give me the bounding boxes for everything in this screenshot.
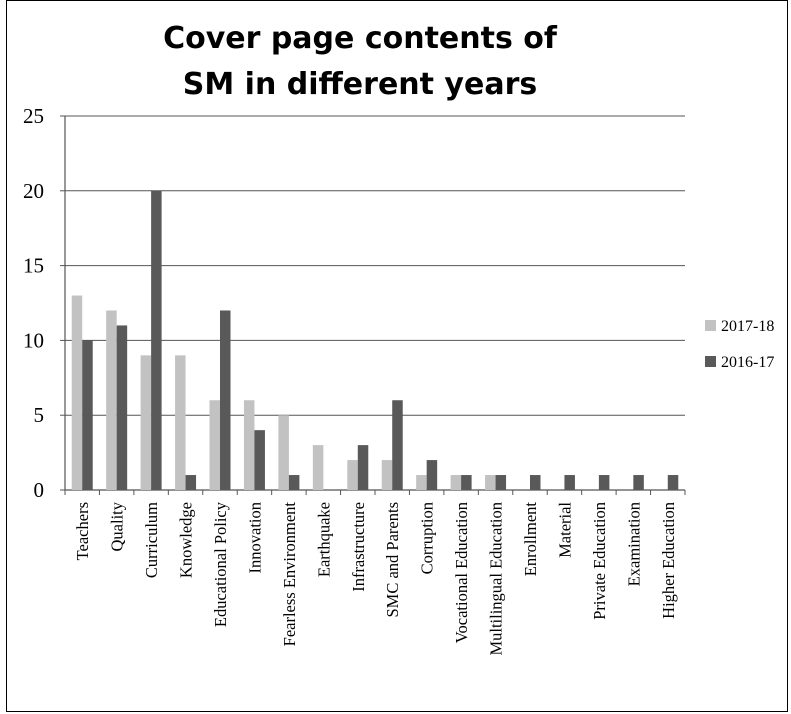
chart-title-line-1: Cover page contents of <box>163 21 557 56</box>
bar-2016-17 <box>288 475 300 490</box>
y-tick-label: 10 <box>23 328 44 352</box>
bar-2016-17 <box>116 325 128 490</box>
bar-2016-17 <box>357 445 369 490</box>
x-category-label: Innovation <box>245 502 264 574</box>
y-tick-label: 20 <box>23 179 44 203</box>
bar-2016-17 <box>495 475 507 490</box>
x-category-label: Higher Education <box>659 502 678 619</box>
legend-label: 2017-18 <box>721 318 774 335</box>
bar-2017-18 <box>243 400 255 490</box>
bar-2017-18 <box>347 460 358 490</box>
x-category-label: Material <box>555 502 574 558</box>
bar-2016-17 <box>633 475 644 490</box>
bar-2017-18 <box>450 475 462 490</box>
x-category-label: Earthquake <box>314 502 333 577</box>
x-category-label: Teachers <box>73 502 92 560</box>
bar-2017-18 <box>175 355 186 490</box>
bar-2016-17 <box>254 430 265 490</box>
bar-2017-18 <box>312 445 324 490</box>
bar-2016-17 <box>392 400 403 490</box>
bar-2017-18 <box>416 475 427 490</box>
x-category-label: Corruption <box>418 502 437 574</box>
x-category-label: Vocational Education <box>452 502 471 643</box>
bar-2017-18 <box>381 460 393 490</box>
y-tick-label: 5 <box>34 403 45 427</box>
x-category-label: Curriculum <box>142 502 161 578</box>
y-tick-label: 0 <box>34 478 45 502</box>
bar-2016-17 <box>151 190 162 491</box>
y-tick-label: 25 <box>23 104 44 128</box>
chart-title-line-2: SM in different years <box>182 67 538 102</box>
y-tick-label: 15 <box>23 254 44 278</box>
chart-frame <box>6 0 788 712</box>
bar-2017-18 <box>71 295 83 490</box>
bar-2016-17 <box>426 460 438 490</box>
legend-swatch <box>705 356 716 367</box>
bar-2016-17 <box>220 310 231 490</box>
bar-2016-17 <box>461 475 472 490</box>
x-category-label: Examination <box>624 502 643 586</box>
x-category-label: Multilingual Education <box>487 502 506 656</box>
x-category-label: Infrastructure <box>349 502 368 592</box>
bar-2016-17 <box>598 475 610 490</box>
bar-2017-18 <box>278 415 289 490</box>
bar-2016-17 <box>185 475 197 490</box>
legend-swatch <box>705 320 716 331</box>
x-category-label: Private Education <box>590 502 609 620</box>
bar-2017-18 <box>209 400 220 490</box>
x-category-label: Fearless Environment <box>280 502 299 647</box>
bar-2017-18 <box>106 310 117 490</box>
bar-2016-17 <box>667 475 679 490</box>
bar-2017-18 <box>140 355 152 490</box>
x-category-label: Knowledge <box>177 502 196 578</box>
legend-label: 2016-17 <box>721 354 774 371</box>
x-category-label: Educational Policy <box>211 501 230 627</box>
x-category-label: Quality <box>108 501 127 551</box>
bar-2017-18 <box>485 475 496 490</box>
x-category-label: Enrollment <box>521 502 540 577</box>
bar-2016-17 <box>564 475 575 490</box>
bar-2016-17 <box>530 475 541 490</box>
x-category-label: SMC and Parents <box>383 502 402 618</box>
bar-2016-17 <box>82 340 93 490</box>
